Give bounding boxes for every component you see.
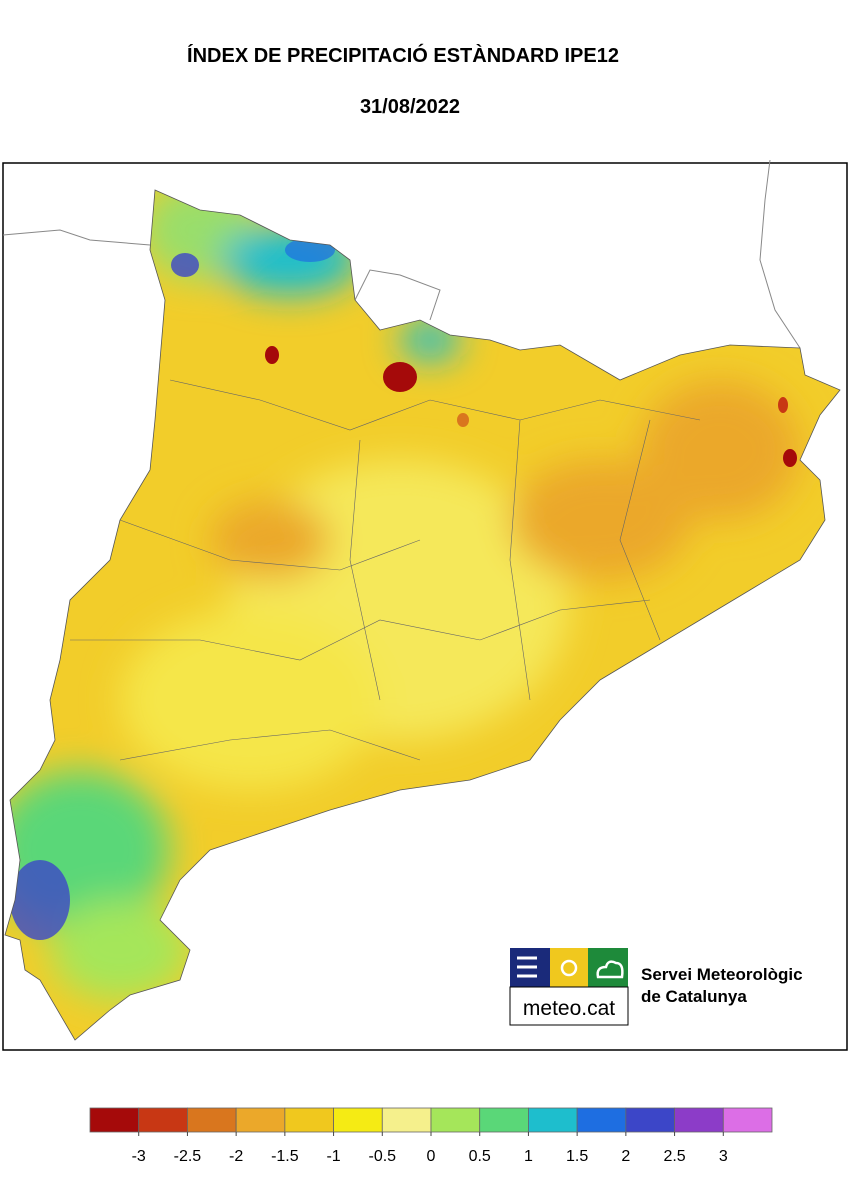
legend-tick-label: -2 — [229, 1148, 243, 1165]
county-border — [70, 379, 701, 761]
map-title: ÍNDEX DE PRECIPITACIÓ ESTÀNDARD IPE12 — [187, 43, 619, 67]
logo-tile — [550, 948, 588, 987]
legend-tick-label: 1 — [524, 1148, 533, 1165]
legend-tick-label: 3 — [719, 1148, 728, 1165]
legend-swatch — [333, 1107, 383, 1133]
logo-box — [509, 986, 629, 1026]
legend-tick-label: -1.5 — [271, 1148, 299, 1165]
legend-tick-label: 1.5 — [566, 1148, 588, 1165]
region-border — [4, 189, 841, 1041]
logo-name: Servei Meteorològic — [641, 965, 803, 984]
legend-tick-label: 2.5 — [663, 1148, 685, 1165]
legend-swatch — [187, 1107, 237, 1133]
legend-tick-label: 2 — [621, 1148, 630, 1165]
legend-tick-label: -1 — [326, 1148, 340, 1165]
legend-swatch — [138, 1107, 188, 1133]
color-legend: -3 -2.5 -2 -1.5 -1 -0.5 0 0.5 1 1.5 2 2.5 3 — [89, 1107, 773, 1165]
logo-icon — [560, 959, 578, 977]
legend-tick-label: 0 — [427, 1148, 436, 1165]
legend-swatch — [284, 1107, 334, 1133]
neighbor-border — [2, 159, 801, 349]
logo-name: de Catalunya — [641, 987, 747, 1006]
map-date: 31/08/2022 — [360, 96, 460, 118]
legend-tick-label: -3 — [132, 1148, 146, 1165]
legend-swatch — [625, 1107, 675, 1133]
legend-swatch — [576, 1107, 627, 1133]
legend-swatch — [479, 1107, 529, 1133]
legend-swatch — [722, 1107, 773, 1133]
legend-swatch — [381, 1107, 432, 1133]
legend-swatch — [674, 1107, 724, 1133]
legend-swatch — [528, 1107, 578, 1133]
legend-swatch — [235, 1107, 286, 1133]
logo-brand: meteo.cat — [523, 997, 615, 1020]
logo-icon — [596, 960, 624, 979]
logo: meteo.cat Servei Meteorològic de Catalun… — [509, 948, 803, 1026]
logo-icon — [517, 956, 537, 978]
legend-swatch — [430, 1107, 481, 1133]
legend-swatch — [89, 1107, 140, 1133]
legend-tick-label: 0.5 — [469, 1148, 491, 1165]
legend-tick-label: -2.5 — [174, 1148, 202, 1165]
legend-tick-label: -0.5 — [368, 1148, 396, 1165]
